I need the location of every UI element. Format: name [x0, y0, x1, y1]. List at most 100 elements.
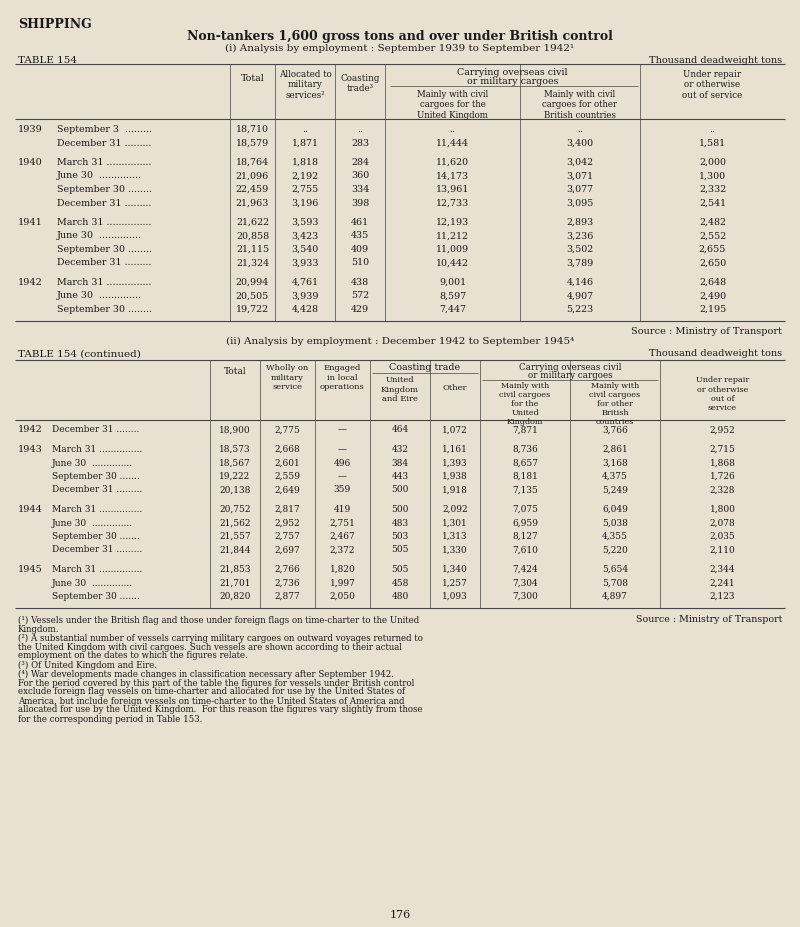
Text: 4,907: 4,907: [566, 291, 594, 300]
Text: Kingdom.: Kingdom.: [18, 625, 59, 633]
Text: 2,751: 2,751: [330, 518, 355, 527]
Text: 1944: 1944: [18, 505, 43, 514]
Text: 2,490: 2,490: [699, 291, 726, 300]
Text: Source : Ministry of Transport: Source : Ministry of Transport: [636, 616, 782, 625]
Text: or military cargoes: or military cargoes: [528, 371, 612, 379]
Text: 2,601: 2,601: [274, 459, 300, 467]
Text: 480: 480: [391, 592, 409, 601]
Text: 443: 443: [391, 472, 409, 481]
Text: 3,933: 3,933: [291, 259, 318, 268]
Text: Source : Ministry of Transport: Source : Ministry of Transport: [631, 326, 782, 336]
Text: 435: 435: [351, 232, 369, 240]
Text: 1940: 1940: [18, 158, 42, 167]
Text: 1,072: 1,072: [442, 425, 468, 435]
Text: December 31 .........: December 31 .........: [57, 259, 151, 268]
Text: 19,722: 19,722: [236, 305, 269, 314]
Text: exclude foreign flag vessels on time-charter and allocated for use by the United: exclude foreign flag vessels on time-cha…: [18, 688, 405, 696]
Text: 2,668: 2,668: [274, 445, 300, 454]
Text: Coasting
trade³: Coasting trade³: [340, 74, 380, 94]
Text: 409: 409: [351, 245, 369, 254]
Text: 5,708: 5,708: [602, 578, 628, 588]
Text: September 30 .......: September 30 .......: [52, 592, 140, 601]
Text: Mainly with
civil cargoes
for other
British
countries: Mainly with civil cargoes for other Brit…: [590, 382, 641, 426]
Text: December 31 .........: December 31 .........: [57, 198, 151, 208]
Text: 6,959: 6,959: [512, 518, 538, 527]
Text: 21,557: 21,557: [219, 532, 251, 541]
Text: 4,897: 4,897: [602, 592, 628, 601]
Text: 2,482: 2,482: [699, 218, 726, 227]
Text: 21,853: 21,853: [219, 565, 250, 574]
Text: Allocated to
military
services²: Allocated to military services²: [278, 70, 331, 100]
Text: 4,355: 4,355: [602, 532, 628, 541]
Text: 14,173: 14,173: [436, 171, 469, 181]
Text: 2,195: 2,195: [699, 305, 726, 314]
Text: 13,961: 13,961: [436, 185, 469, 194]
Text: (³) Of United Kingdom and Eire.: (³) Of United Kingdom and Eire.: [18, 661, 157, 669]
Text: SHIPPING: SHIPPING: [18, 18, 92, 31]
Text: 1,997: 1,997: [330, 578, 355, 588]
Text: 18,579: 18,579: [236, 138, 269, 147]
Text: the United Kingdom with civil cargoes. Such vessels are shown according to their: the United Kingdom with civil cargoes. S…: [18, 642, 402, 652]
Text: 8,597: 8,597: [439, 291, 466, 300]
Text: September 30 .......: September 30 .......: [52, 532, 140, 541]
Text: 1943: 1943: [18, 445, 43, 454]
Text: June 30  ..............: June 30 ..............: [52, 459, 133, 467]
Text: 2,775: 2,775: [274, 425, 301, 435]
Text: 419: 419: [334, 505, 351, 514]
Text: (²) A substantial number of vessels carrying military cargoes on outward voyages: (²) A substantial number of vessels carr…: [18, 633, 423, 642]
Text: 176: 176: [390, 910, 410, 920]
Text: America, but include foreign vessels on time-charter to the United States of Ame: America, but include foreign vessels on …: [18, 696, 405, 705]
Text: Mainly with
civil cargoes
for the
United
Kingdom: Mainly with civil cargoes for the United…: [499, 382, 550, 426]
Text: 510: 510: [351, 259, 369, 268]
Text: 3,042: 3,042: [566, 158, 594, 167]
Text: 5,038: 5,038: [602, 518, 628, 527]
Text: Carrying overseas civil: Carrying overseas civil: [457, 68, 568, 77]
Text: 5,249: 5,249: [602, 486, 628, 494]
Text: 3,423: 3,423: [291, 232, 318, 240]
Text: 1942: 1942: [18, 425, 43, 435]
Text: 3,502: 3,502: [566, 245, 594, 254]
Text: 384: 384: [391, 459, 409, 467]
Text: June 30  ..............: June 30 ..............: [57, 171, 142, 181]
Text: Thousand deadweight tons: Thousand deadweight tons: [649, 349, 782, 359]
Text: for the corresponding period in Table 153.: for the corresponding period in Table 15…: [18, 715, 202, 723]
Text: 7,871: 7,871: [512, 425, 538, 435]
Text: or military cargoes: or military cargoes: [466, 77, 558, 86]
Text: 2,649: 2,649: [274, 486, 300, 494]
Text: 2,467: 2,467: [330, 532, 355, 541]
Text: Mainly with civil
cargoes for the
United Kingdom: Mainly with civil cargoes for the United…: [417, 90, 488, 120]
Text: 2,952: 2,952: [710, 425, 735, 435]
Text: Coasting trade: Coasting trade: [390, 362, 461, 372]
Text: 2,035: 2,035: [710, 532, 735, 541]
Text: 18,764: 18,764: [236, 158, 269, 167]
Text: Other: Other: [442, 385, 467, 392]
Text: 7,300: 7,300: [512, 592, 538, 601]
Text: (ii) Analysis by employment : December 1942 to September 1945⁴: (ii) Analysis by employment : December 1…: [226, 337, 574, 346]
Text: December 31 .........: December 31 .........: [52, 545, 142, 554]
Text: 2,893: 2,893: [566, 218, 594, 227]
Text: 1,818: 1,818: [291, 158, 318, 167]
Text: Wholly on
military
service: Wholly on military service: [266, 364, 309, 391]
Text: 2,078: 2,078: [710, 518, 735, 527]
Text: 1,340: 1,340: [442, 565, 468, 574]
Text: Under repair
or otherwise
out of
service: Under repair or otherwise out of service: [696, 376, 749, 413]
Text: 21,963: 21,963: [236, 198, 269, 208]
Text: 2,648: 2,648: [699, 278, 726, 287]
Text: allocated for use by the United Kingdom.  For this reason the figures vary sligh: allocated for use by the United Kingdom.…: [18, 705, 422, 715]
Text: 11,444: 11,444: [436, 138, 469, 147]
Text: 3,766: 3,766: [602, 425, 628, 435]
Text: (¹) Vessels under the British flag and those under foreign flags on time-charter: (¹) Vessels under the British flag and t…: [18, 616, 419, 625]
Text: 1942: 1942: [18, 278, 43, 287]
Text: ..: ..: [710, 125, 715, 134]
Text: 20,994: 20,994: [236, 278, 269, 287]
Text: 11,620: 11,620: [436, 158, 469, 167]
Text: 3,196: 3,196: [291, 198, 318, 208]
Text: 5,654: 5,654: [602, 565, 628, 574]
Text: June 30  ..............: June 30 ..............: [57, 232, 142, 240]
Text: 18,900: 18,900: [219, 425, 251, 435]
Text: 1,871: 1,871: [291, 138, 318, 147]
Text: 2,328: 2,328: [710, 486, 735, 494]
Text: 500: 500: [391, 486, 409, 494]
Text: 1,918: 1,918: [442, 486, 468, 494]
Text: TABLE 154: TABLE 154: [18, 56, 77, 65]
